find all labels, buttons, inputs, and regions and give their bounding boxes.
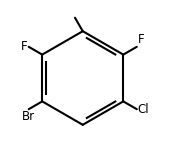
Text: Cl: Cl	[138, 103, 149, 116]
Text: F: F	[21, 40, 28, 53]
Text: Br: Br	[22, 110, 35, 123]
Text: F: F	[138, 33, 144, 46]
